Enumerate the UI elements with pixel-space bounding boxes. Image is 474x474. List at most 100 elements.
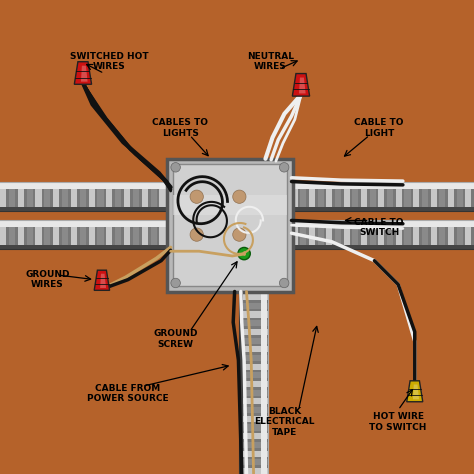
Bar	[239, 450, 268, 456]
Text: CABLE TO
SWITCH: CABLE TO SWITCH	[355, 218, 404, 237]
Bar	[18, 182, 24, 211]
Bar	[292, 221, 474, 228]
Bar	[106, 220, 112, 249]
Circle shape	[233, 228, 246, 241]
Text: HOT WIRE
TO SWITCH: HOT WIRE TO SWITCH	[369, 412, 427, 431]
Bar	[18, 220, 24, 249]
Bar	[239, 294, 268, 300]
Bar	[239, 381, 268, 387]
Bar	[53, 220, 59, 249]
Bar	[239, 355, 268, 361]
Bar	[335, 182, 341, 211]
Bar	[124, 220, 130, 249]
Polygon shape	[407, 381, 423, 402]
Bar	[292, 182, 474, 211]
Bar	[0, 220, 168, 249]
Bar	[71, 220, 77, 249]
Bar	[133, 220, 139, 249]
Circle shape	[190, 228, 203, 241]
Text: CABLES TO
LIGHTS: CABLES TO LIGHTS	[152, 118, 208, 137]
Bar	[404, 220, 410, 249]
Bar	[159, 182, 165, 211]
Bar	[300, 220, 306, 249]
Bar	[430, 220, 437, 249]
Bar	[396, 182, 402, 211]
Bar	[456, 182, 463, 211]
Bar	[239, 398, 268, 404]
Bar	[239, 416, 268, 422]
Bar	[0, 221, 168, 228]
Bar	[352, 182, 358, 211]
Bar	[80, 182, 86, 211]
Bar	[53, 182, 59, 211]
Bar	[62, 220, 68, 249]
Circle shape	[171, 278, 180, 288]
Bar	[396, 220, 402, 249]
Bar	[133, 182, 139, 211]
Bar	[361, 220, 367, 249]
Text: CABLE FROM
POWER SOURCE: CABLE FROM POWER SOURCE	[87, 384, 169, 403]
Bar	[239, 459, 268, 465]
Bar	[106, 182, 112, 211]
Text: GROUND
WIRES: GROUND WIRES	[25, 270, 70, 289]
Bar	[404, 182, 410, 211]
Bar	[422, 182, 428, 211]
Bar	[309, 182, 315, 211]
Bar	[98, 220, 104, 249]
Circle shape	[279, 278, 289, 288]
Bar	[430, 182, 437, 211]
Bar	[239, 407, 268, 413]
Bar	[378, 220, 384, 249]
Bar	[387, 220, 393, 249]
Circle shape	[171, 163, 180, 172]
Bar	[439, 220, 446, 249]
Bar	[439, 182, 446, 211]
Bar	[335, 220, 341, 249]
Bar	[465, 220, 471, 249]
Text: GROUND
SCREW: GROUND SCREW	[153, 329, 198, 348]
Bar	[239, 292, 243, 474]
Bar	[0, 245, 168, 249]
Bar	[344, 220, 350, 249]
Bar	[89, 220, 95, 249]
Bar	[239, 390, 268, 396]
Bar	[27, 182, 33, 211]
Bar	[36, 220, 42, 249]
Bar	[326, 182, 332, 211]
Bar	[142, 182, 148, 211]
Polygon shape	[94, 270, 109, 290]
Bar	[173, 195, 287, 215]
Bar	[0, 182, 168, 211]
Bar	[422, 220, 428, 249]
Bar	[292, 183, 474, 190]
Circle shape	[190, 190, 203, 203]
Bar	[261, 292, 267, 474]
Bar	[239, 320, 268, 326]
Bar	[239, 337, 268, 344]
Bar	[239, 292, 268, 474]
Bar	[292, 182, 298, 211]
Bar	[318, 220, 324, 249]
Bar	[115, 220, 121, 249]
Bar	[80, 220, 86, 249]
Bar	[115, 182, 121, 211]
Circle shape	[233, 190, 246, 203]
Bar	[44, 182, 50, 211]
Bar	[71, 182, 77, 211]
Polygon shape	[81, 66, 88, 82]
Bar	[151, 182, 157, 211]
Polygon shape	[74, 62, 91, 84]
Bar	[9, 220, 15, 249]
Bar	[9, 182, 15, 211]
Bar	[292, 220, 298, 249]
Bar	[239, 425, 268, 430]
Bar	[292, 245, 474, 249]
Bar	[352, 220, 358, 249]
Bar	[151, 220, 157, 249]
Bar	[413, 182, 419, 211]
Polygon shape	[299, 78, 306, 93]
Bar	[456, 220, 463, 249]
Bar	[309, 220, 315, 249]
Text: NEUTRAL
WIRES: NEUTRAL WIRES	[246, 52, 294, 71]
Bar	[124, 182, 130, 211]
